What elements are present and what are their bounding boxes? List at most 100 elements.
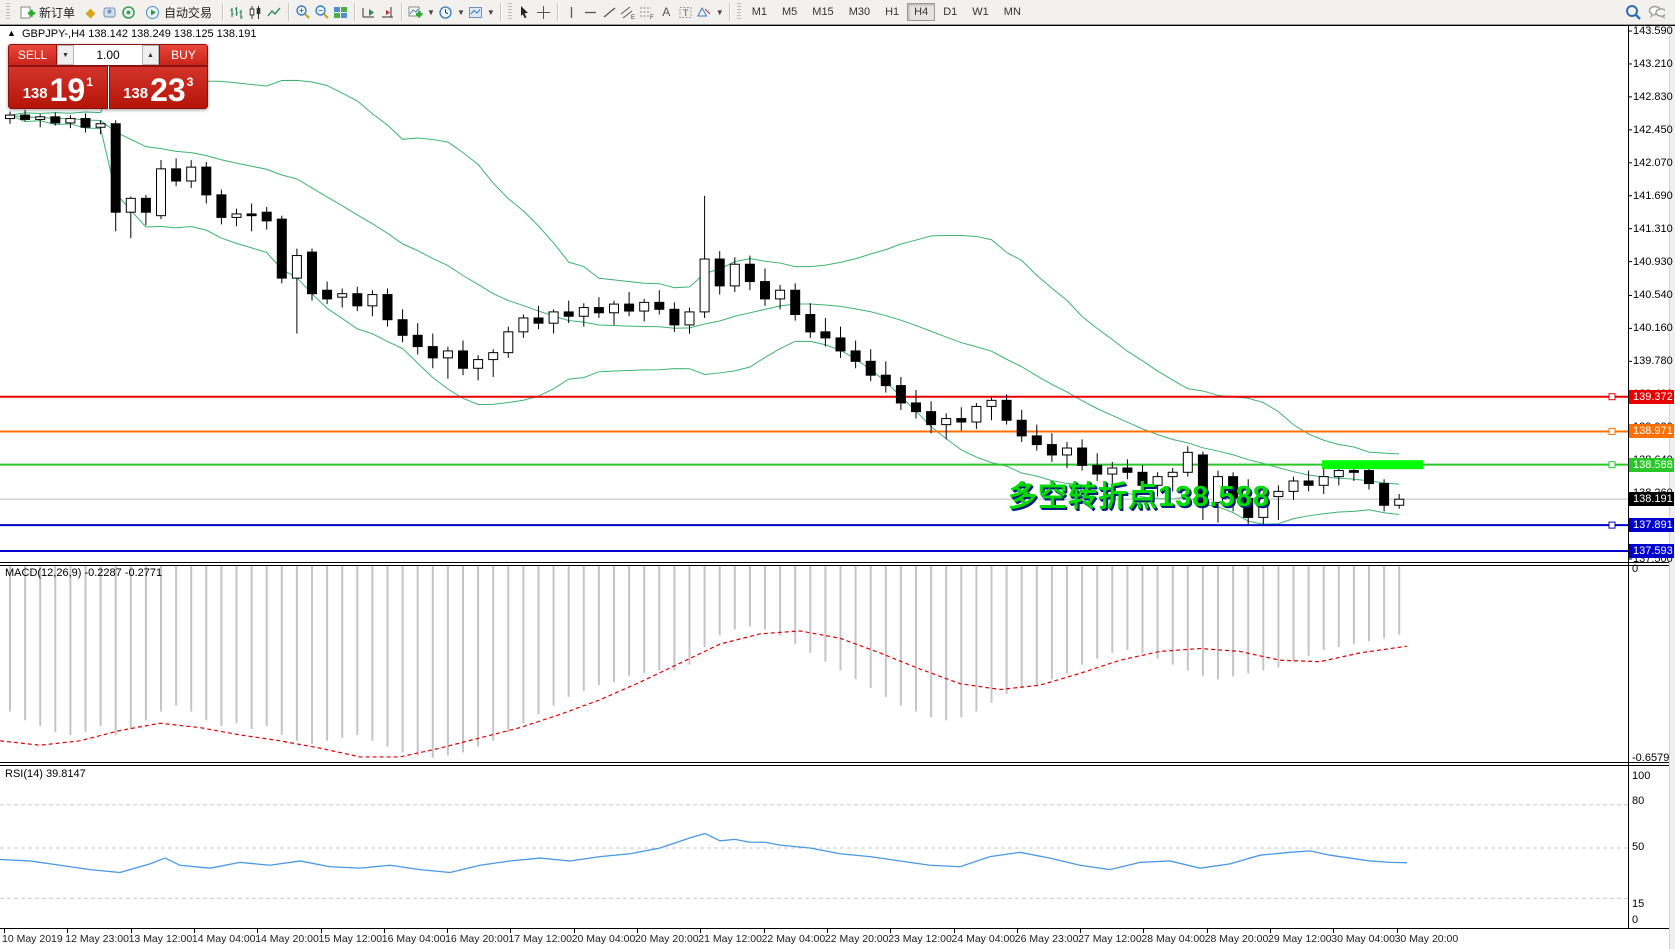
candle-body[interactable] xyxy=(125,197,136,213)
signals-icon[interactable] xyxy=(120,4,137,21)
chat-icon[interactable] xyxy=(1648,4,1665,21)
timeframe-h1-button[interactable]: H1 xyxy=(885,6,900,18)
candle-body[interactable] xyxy=(1303,480,1314,486)
candle-body[interactable] xyxy=(488,352,499,361)
chart-shift-icon[interactable] xyxy=(379,4,396,21)
candle-body[interactable] xyxy=(624,303,635,312)
zoom-out-icon[interactable] xyxy=(313,4,330,21)
trendline-highlight-segment[interactable] xyxy=(1322,460,1423,470)
timeframe-m30-button[interactable]: M30 xyxy=(848,6,871,18)
candle-body[interactable] xyxy=(609,303,619,314)
candle-body[interactable] xyxy=(1122,467,1133,473)
periods-clock-icon[interactable] xyxy=(437,4,454,21)
candle-body[interactable] xyxy=(95,123,106,128)
vertical-line-icon[interactable] xyxy=(563,4,580,21)
candle-body[interactable] xyxy=(1137,471,1148,486)
candle-body[interactable] xyxy=(699,258,710,313)
candle-body[interactable] xyxy=(1152,476,1163,486)
candle-body[interactable] xyxy=(1379,483,1390,506)
line-marker[interactable] xyxy=(1608,427,1616,435)
candle-body[interactable] xyxy=(442,350,453,359)
candle-body[interactable] xyxy=(276,218,287,279)
candle-body[interactable] xyxy=(458,350,468,369)
horizontal-line-icon[interactable] xyxy=(582,4,599,21)
candle-body[interactable] xyxy=(427,346,438,359)
candle-body[interactable] xyxy=(941,418,952,426)
zoom-in-icon[interactable] xyxy=(294,4,311,21)
templates-icon[interactable] xyxy=(467,4,484,21)
candle-body[interactable] xyxy=(1092,464,1103,475)
crosshair-icon[interactable] xyxy=(535,4,552,21)
indicators-dropdown-arrow[interactable]: ▼ xyxy=(427,7,435,17)
timeframe-h4-button[interactable]: H4 xyxy=(907,3,936,21)
bar-chart-icon[interactable] xyxy=(228,4,245,21)
candle-body[interactable] xyxy=(1107,467,1118,475)
periods-dropdown-arrow[interactable]: ▼ xyxy=(456,7,465,17)
candle-body[interactable] xyxy=(820,331,831,339)
candle-body[interactable] xyxy=(714,258,725,287)
candle-body[interactable] xyxy=(578,307,589,317)
shapes-dropdown-arrow[interactable]: ▼ xyxy=(715,7,724,17)
sell-button[interactable]: SELL xyxy=(8,44,57,66)
candle-body[interactable] xyxy=(261,211,272,222)
candle-body[interactable] xyxy=(563,311,574,317)
candle-body[interactable] xyxy=(1016,419,1027,437)
candle-body[interactable] xyxy=(880,374,891,387)
candle-body[interactable] xyxy=(593,307,604,314)
candle-body[interactable] xyxy=(1182,451,1193,473)
candle-body[interactable] xyxy=(140,197,151,213)
templates-dropdown-arrow[interactable]: ▼ xyxy=(486,7,495,17)
text-label-icon[interactable]: T xyxy=(677,4,694,21)
candle-body[interactable] xyxy=(1333,470,1344,478)
candle-body[interactable] xyxy=(956,418,967,423)
timeframe-m1-button[interactable]: M1 xyxy=(751,6,767,18)
candle-body[interactable] xyxy=(1062,447,1072,456)
candle-body[interactable] xyxy=(503,331,514,354)
line-marker[interactable] xyxy=(1608,461,1616,469)
candle-body[interactable] xyxy=(412,334,423,348)
search-icon[interactable] xyxy=(1625,4,1642,21)
candle-body[interactable] xyxy=(684,311,695,326)
candle-body[interactable] xyxy=(367,294,378,307)
candle-body[interactable] xyxy=(865,360,876,376)
candle-body[interactable] xyxy=(639,301,650,312)
candle-body[interactable] xyxy=(1394,498,1405,506)
macd-separator[interactable] xyxy=(0,562,1671,563)
candle-body[interactable] xyxy=(337,293,348,298)
candle-body[interactable] xyxy=(1197,454,1208,504)
volume-increase-button[interactable]: ▲ xyxy=(142,45,159,65)
candle-body[interactable] xyxy=(186,166,197,182)
timeframe-w1-button[interactable]: W1 xyxy=(972,6,989,18)
candle-body[interactable] xyxy=(926,411,937,426)
candle-body[interactable] xyxy=(533,317,544,324)
candle-body[interactable] xyxy=(35,116,46,120)
candle-body[interactable] xyxy=(156,168,166,217)
candle-body[interactable] xyxy=(171,168,182,182)
candle-body[interactable] xyxy=(473,359,484,369)
candle-body[interactable] xyxy=(971,405,982,423)
candle-body[interactable] xyxy=(1258,496,1269,518)
profiles-icon[interactable] xyxy=(101,4,118,21)
candle-body[interactable] xyxy=(1001,399,1012,421)
line-marker[interactable] xyxy=(1608,393,1616,401)
indicators-icon[interactable] xyxy=(407,4,424,21)
candle-body[interactable] xyxy=(760,281,770,300)
candle-body[interactable] xyxy=(654,301,665,310)
candle-body[interactable] xyxy=(1348,470,1359,473)
candle-body[interactable] xyxy=(1077,447,1088,466)
text-icon[interactable]: A xyxy=(662,5,671,19)
symbols-icon[interactable]: ◆ xyxy=(85,4,96,20)
new-order-button[interactable]: 新订单 xyxy=(14,3,80,22)
line-marker[interactable] xyxy=(1608,521,1616,529)
timeframe-m5-button[interactable]: M5 xyxy=(782,6,798,18)
cursor-icon[interactable] xyxy=(516,4,533,21)
timeframe-mn-button[interactable]: MN xyxy=(1003,6,1021,18)
candle-body[interactable] xyxy=(231,213,242,218)
candle-body[interactable] xyxy=(1046,444,1057,456)
candle-body[interactable] xyxy=(352,293,363,307)
shapes-icon[interactable] xyxy=(696,4,713,21)
candle-body[interactable] xyxy=(110,123,121,213)
candle-body[interactable] xyxy=(835,337,846,352)
autotrading-button[interactable]: 自动交易 xyxy=(139,3,217,22)
